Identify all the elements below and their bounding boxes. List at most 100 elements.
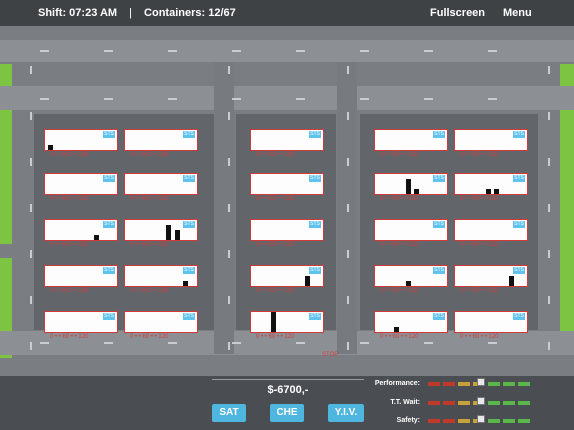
yiv-button[interactable]: Y.I.V. (328, 404, 364, 422)
meter-segment (443, 382, 455, 386)
lane-marking (347, 158, 349, 166)
lane-marking (228, 342, 230, 350)
bay-tag: STS (513, 313, 525, 320)
container-bay[interactable]: STS (44, 311, 118, 333)
container-bay[interactable]: STS (454, 311, 528, 333)
container-bay[interactable]: STS (124, 173, 198, 195)
meter-knob (477, 397, 485, 405)
bay-tag: STS (513, 267, 525, 274)
lane-marking (548, 204, 550, 212)
road-marking (360, 98, 369, 100)
road-marking (488, 342, 497, 344)
container-bay[interactable]: STS (44, 173, 118, 195)
lane-marking (228, 296, 230, 304)
meter-knob (477, 378, 485, 386)
road-marking (424, 342, 433, 344)
container-bay[interactable]: STS (250, 311, 324, 333)
lane-marking (347, 342, 349, 350)
container-bay[interactable]: STS (124, 219, 198, 241)
che-button[interactable]: CHE (270, 404, 304, 422)
road-marking (168, 50, 177, 52)
bay-scale: 0 • • 60 • • 120 (130, 334, 169, 340)
container-yard: STOP STS 0 • • 60 • • 120 STS 0 • • 60 • • … (0, 26, 574, 376)
container-bay[interactable]: STS (454, 129, 528, 151)
meter-segment (428, 382, 440, 386)
meter-segment (488, 419, 500, 423)
container-stack (175, 230, 180, 240)
road-marking (424, 98, 433, 100)
lane-marking (548, 66, 550, 74)
bay-scale: 0 • • 60 • • 120 (50, 196, 89, 202)
road-marking (424, 50, 433, 52)
container-bay[interactable]: STS (374, 265, 448, 287)
lane-marking (347, 112, 349, 120)
road-marking (40, 50, 49, 52)
container-bay[interactable]: STS (454, 173, 528, 195)
meter-segment (503, 419, 515, 423)
container-bay[interactable]: STS (44, 219, 118, 241)
stop-sign: STOP (322, 352, 339, 358)
bay-tag: STS (433, 131, 445, 138)
bay-tag: STS (309, 221, 321, 228)
container-bay[interactable]: STS (250, 173, 324, 195)
container-bay[interactable]: STS (124, 265, 198, 287)
road-marking (232, 342, 241, 344)
meter-segment (458, 401, 470, 405)
container-bay[interactable]: STS (374, 129, 448, 151)
container-bay[interactable]: STS (374, 219, 448, 241)
bay-scale: 0 • • 60 • • 120 (130, 242, 169, 248)
road-marking (360, 342, 369, 344)
container-bay[interactable]: STS (250, 219, 324, 241)
fullscreen-button[interactable]: Fullscreen (430, 7, 486, 19)
container-bay[interactable]: STS (454, 265, 528, 287)
container-stack (486, 189, 491, 194)
bay-tag: STS (513, 221, 525, 228)
meter-segment (518, 382, 530, 386)
container-bay[interactable]: STS (454, 219, 528, 241)
meter-segment (458, 419, 470, 423)
sat-button[interactable]: SAT (212, 404, 246, 422)
bay-tag: STS (183, 313, 195, 320)
bay-tag: STS (309, 313, 321, 320)
road-upper (0, 86, 574, 110)
meter-segment (488, 382, 500, 386)
meter-segment (443, 419, 455, 423)
container-bay[interactable]: STS (250, 265, 324, 287)
road-marking (40, 98, 49, 100)
menu-button[interactable]: Menu (503, 7, 532, 19)
bay-scale: 0 • • 60 • • 120 (50, 152, 89, 158)
bay-tag: STS (183, 175, 195, 182)
meter-segment (518, 401, 530, 405)
lane-marking (30, 296, 32, 304)
container-stack (166, 225, 171, 240)
status-readout: Shift: 07:23 AM | Containers: 12/67 (38, 7, 236, 19)
container-bay[interactable]: STS (124, 311, 198, 333)
lane-marking (548, 158, 550, 166)
bay-scale: 0 • • 60 • • 120 (380, 152, 419, 158)
lane-marking (30, 250, 32, 258)
container-bay[interactable]: STS (250, 129, 324, 151)
separator: | (129, 7, 132, 19)
container-stack (406, 281, 411, 286)
top-bar: Shift: 07:23 AM | Containers: 12/67 Full… (0, 0, 574, 26)
lane-marking (30, 112, 32, 120)
road-marking (488, 98, 497, 100)
container-bay[interactable]: STS (374, 173, 448, 195)
meter-knob (477, 415, 485, 423)
container-bay[interactable]: STS (374, 311, 448, 333)
container-stack (94, 235, 99, 240)
bay-scale: 0 • • 60 • • 120 (380, 242, 419, 248)
bay-tag: STS (309, 267, 321, 274)
bay-tag: STS (309, 131, 321, 138)
containers-value: 12/67 (208, 7, 236, 19)
container-bay[interactable]: STS (124, 129, 198, 151)
bay-scale: 0 • • 60 • • 120 (460, 152, 499, 158)
container-bay[interactable]: STS (44, 265, 118, 287)
road-marking (168, 98, 177, 100)
lane-marking (228, 66, 230, 74)
road-marking (104, 98, 113, 100)
tt-wait-label: T.T. Wait: (390, 399, 420, 406)
lane-marking (228, 158, 230, 166)
container-bay[interactable]: STS (44, 129, 118, 151)
road-marking (40, 342, 49, 344)
